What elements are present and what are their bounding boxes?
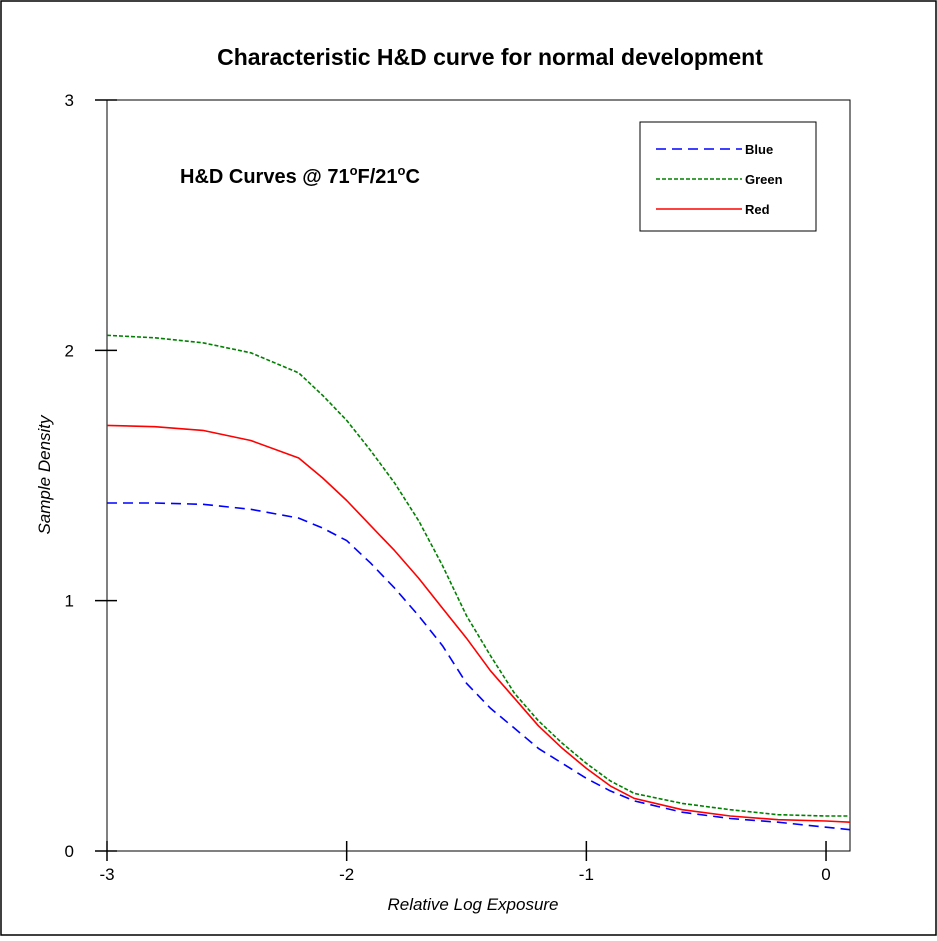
chart-title: Characteristic H&D curve for normal deve… (217, 44, 763, 70)
series-layer (106, 334, 851, 831)
y-tick-label: 3 (65, 91, 74, 110)
y-tick-label: 1 (65, 592, 74, 611)
legend-label-red: Red (745, 202, 770, 217)
x-tick-label: 0 (821, 865, 830, 884)
series-line-red (106, 424, 851, 823)
x-axis-label: Relative Log Exposure (387, 895, 558, 914)
legend-box (639, 121, 817, 232)
plot-area (106, 99, 851, 852)
series-line-blue (107, 502, 851, 831)
x-tick-label: -2 (339, 865, 354, 884)
y-tick-label: 0 (65, 842, 74, 861)
y-axis-ticks: 0 1 2 3 (65, 91, 117, 861)
legend: Blue Green Red (639, 121, 817, 232)
legend-items: Blue Green Red (656, 142, 783, 217)
legend-label-blue: Blue (745, 142, 773, 157)
x-tick-label: -3 (99, 865, 114, 884)
y-axis-label: Sample Density (35, 414, 54, 535)
annotation-text: H&D Curves @ 71oF/21oC (180, 163, 420, 188)
x-axis-ticks: -3 -2 -1 0 (99, 841, 831, 884)
legend-label-green: Green (745, 172, 783, 187)
series-line-green (106, 334, 850, 817)
x-tick-label: -1 (579, 865, 594, 884)
y-tick-label: 2 (65, 341, 74, 360)
